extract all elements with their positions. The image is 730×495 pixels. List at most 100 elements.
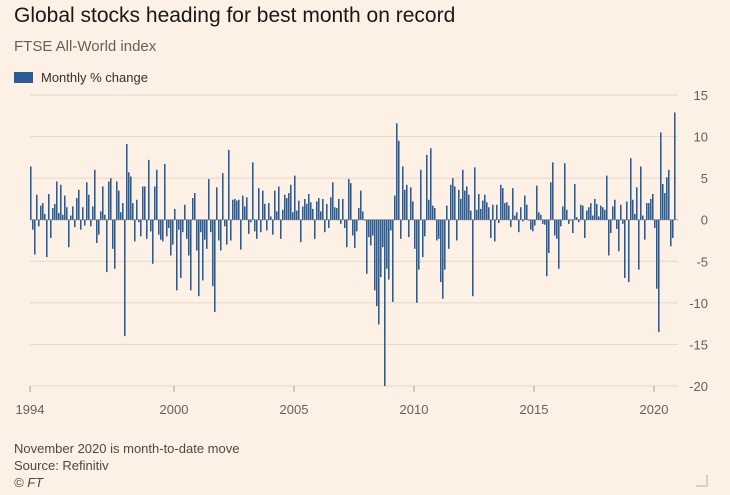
bar xyxy=(356,219,358,232)
bar xyxy=(72,206,74,220)
bar xyxy=(456,219,458,241)
bar xyxy=(386,219,388,269)
bar xyxy=(542,219,544,224)
bar xyxy=(174,208,176,220)
bar xyxy=(314,219,316,239)
bar xyxy=(462,169,464,220)
y-tick-label: -20 xyxy=(689,379,708,394)
bar xyxy=(86,182,88,220)
x-tick-label: 2020 xyxy=(640,402,669,417)
bar xyxy=(138,219,140,223)
bar xyxy=(222,173,224,220)
bar xyxy=(76,198,78,220)
bar xyxy=(142,186,144,220)
bar xyxy=(406,184,408,220)
y-tick-label: -15 xyxy=(689,337,708,352)
bar xyxy=(650,198,652,220)
bar xyxy=(120,212,122,220)
bar xyxy=(466,186,468,220)
bar xyxy=(30,166,32,220)
bar xyxy=(348,178,350,220)
bar xyxy=(166,219,168,237)
bar xyxy=(40,205,42,220)
bar xyxy=(168,219,170,229)
bar xyxy=(438,219,440,239)
bar xyxy=(302,206,304,220)
bar xyxy=(282,209,284,220)
bar xyxy=(372,219,374,236)
bar xyxy=(80,219,82,230)
bar xyxy=(172,219,174,245)
bar xyxy=(34,219,36,255)
bar xyxy=(346,219,348,248)
bar xyxy=(164,164,166,220)
bar xyxy=(564,163,566,220)
bar xyxy=(656,219,658,289)
bar xyxy=(66,207,68,220)
bar xyxy=(672,219,674,238)
bar xyxy=(154,186,156,220)
bar xyxy=(244,206,246,220)
bar xyxy=(484,194,486,220)
bar xyxy=(70,215,72,220)
bar xyxy=(32,219,34,230)
bar xyxy=(324,219,326,233)
bar xyxy=(412,201,414,220)
bar xyxy=(440,219,442,283)
bar xyxy=(52,208,54,220)
bar xyxy=(252,162,254,220)
bar xyxy=(158,219,160,235)
bar xyxy=(266,219,268,231)
bar xyxy=(224,219,226,227)
bar xyxy=(48,193,50,220)
bar xyxy=(606,175,608,220)
bar xyxy=(628,219,630,283)
bar xyxy=(400,219,402,239)
bar xyxy=(60,184,62,220)
bar xyxy=(176,219,178,291)
bar xyxy=(322,198,324,220)
bar xyxy=(570,219,572,221)
bar xyxy=(294,175,296,220)
bar xyxy=(632,199,634,220)
bar xyxy=(238,199,240,220)
bar xyxy=(376,219,378,307)
bar xyxy=(530,219,532,230)
bar xyxy=(74,219,76,228)
bar xyxy=(68,219,70,248)
bar xyxy=(592,215,594,220)
bar xyxy=(82,207,84,220)
bar xyxy=(480,208,482,220)
bar xyxy=(192,198,194,220)
bar xyxy=(654,219,656,229)
bar xyxy=(548,219,550,253)
bar xyxy=(510,219,512,228)
bar xyxy=(652,193,654,220)
bar xyxy=(308,193,310,220)
bar xyxy=(590,203,592,220)
bar xyxy=(90,219,92,227)
bar xyxy=(538,212,540,220)
bar xyxy=(254,219,256,232)
bar xyxy=(616,219,618,229)
bar xyxy=(664,193,666,220)
bar xyxy=(132,203,134,220)
bar xyxy=(426,154,428,220)
bar xyxy=(46,219,48,258)
bar xyxy=(470,210,472,220)
bar xyxy=(638,219,640,270)
bar xyxy=(458,189,460,220)
bar xyxy=(504,203,506,220)
bar xyxy=(246,197,248,220)
bar xyxy=(338,198,340,220)
bar xyxy=(350,183,352,220)
bar xyxy=(284,194,286,220)
bar xyxy=(56,181,58,220)
bar xyxy=(472,219,474,297)
bar xyxy=(240,219,242,250)
bar xyxy=(186,219,188,239)
bar xyxy=(528,219,530,221)
bar xyxy=(196,219,198,251)
bar xyxy=(574,183,576,220)
